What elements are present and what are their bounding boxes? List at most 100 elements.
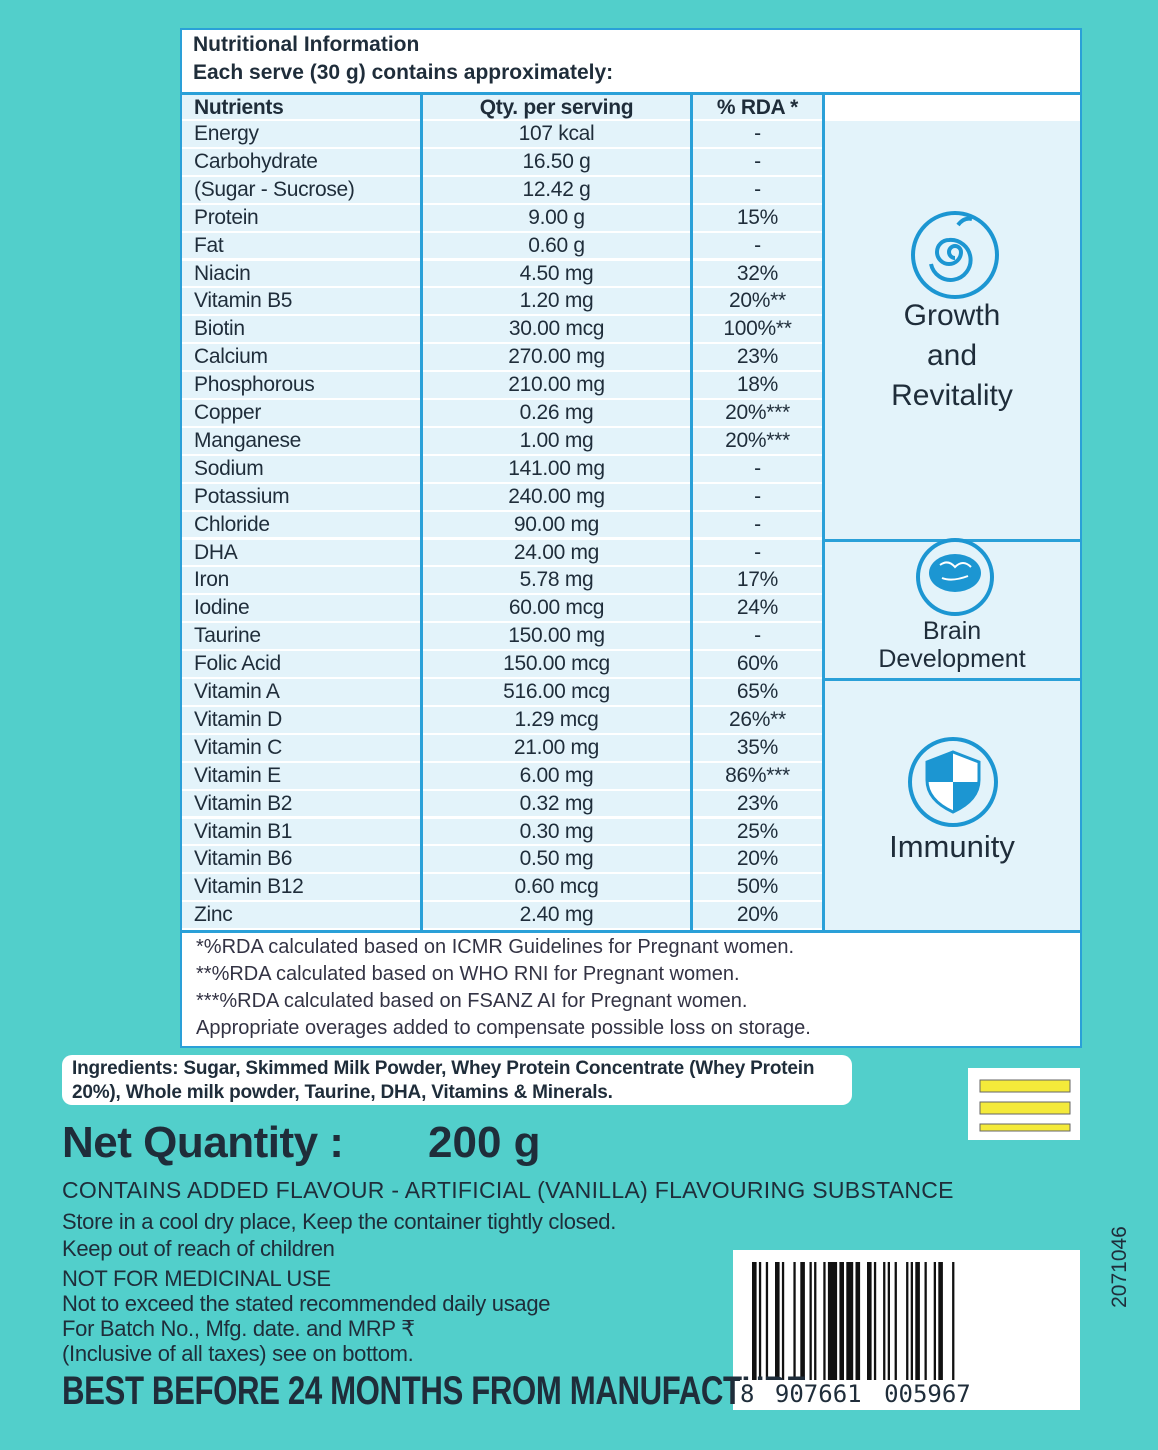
bar-stripe — [873, 1262, 877, 1380]
bar-stripe — [827, 1262, 838, 1380]
group-label-line: Growth — [903, 299, 1001, 332]
nutrient-name: Carbohydrate — [182, 148, 420, 177]
cell-value: 240.00 mg — [423, 483, 690, 512]
cell-value: 150.00 mcg — [423, 651, 690, 679]
yellow-mark — [968, 1068, 1080, 1140]
bar-stripe — [781, 1262, 785, 1380]
cell-value: 20%** — [693, 288, 822, 317]
bar-stripe — [952, 1262, 955, 1380]
nutrient-name: Iron — [182, 567, 420, 596]
group-label-line: Immunity — [889, 829, 1015, 864]
group-panel — [825, 121, 1080, 540]
storage-line: Keep out of reach of children — [62, 1236, 335, 1261]
barcode-digits: 8 907661 005967 — [740, 1380, 971, 1408]
cell-value: 30.00 mcg — [423, 316, 690, 345]
cell-value: 16.50 g — [423, 148, 690, 177]
cell-value: 0.50 mg — [423, 846, 690, 875]
nutrient-name: Protein — [182, 204, 420, 233]
cell-value: 20% — [693, 902, 822, 931]
group-label-line: and — [926, 339, 978, 372]
nutrient-name: Fat — [182, 232, 420, 261]
footnote: **%RDA calculated based on WHO RNI for P… — [196, 963, 740, 986]
bar-stripe — [765, 1262, 769, 1380]
bar-stripe — [775, 1262, 780, 1380]
nutrient-name: Folic Acid — [182, 651, 420, 679]
group-label-line: Development — [878, 645, 1026, 673]
storage-line: NOT FOR MEDICINAL USE — [62, 1266, 331, 1291]
cell-value: 25% — [693, 818, 822, 847]
bar-stripe — [814, 1262, 817, 1380]
cell-value: 1.20 mg — [423, 288, 690, 317]
nutrient-name: Vitamin B12 — [182, 874, 420, 903]
brain-icon — [916, 538, 994, 616]
cell-value: 12.42 g — [423, 176, 690, 205]
nutrient-name: (Sugar - Sucrose) — [182, 176, 420, 205]
column-header: Qty. per serving — [423, 95, 690, 121]
bar-stripe — [933, 1262, 936, 1380]
nutrient-name: Vitamin E — [182, 762, 420, 791]
nutrient-name: Taurine — [182, 623, 420, 652]
bar-stripe — [855, 1262, 861, 1380]
nutrient-name: Potassium — [182, 483, 420, 512]
nutrient-name: Sodium — [182, 455, 420, 484]
nutrient-name: Phosphorous — [182, 372, 420, 400]
column-header: % RDA * — [693, 95, 822, 121]
bar-stripe — [915, 1262, 920, 1380]
cell-value: - — [693, 511, 822, 540]
net-quantity-label: Net Quantity : — [62, 1118, 344, 1167]
nutrient-name: Energy — [182, 121, 420, 149]
cell-value: 100%** — [693, 316, 822, 345]
group-label: Brain Development — [824, 617, 1080, 673]
storage-line: (Inclusive of all taxes) see on bottom. — [62, 1341, 414, 1366]
cell-value: 86%*** — [693, 762, 822, 791]
cell-value: 4.50 mg — [423, 260, 690, 289]
bar-stripe — [924, 1262, 927, 1380]
bar-stripe — [823, 1262, 826, 1380]
cell-value: 15% — [693, 204, 822, 233]
cell-value: 0.60 mcg — [423, 874, 690, 903]
cell-value: 24.00 mg — [423, 539, 690, 568]
cell-value: 0.30 mg — [423, 818, 690, 847]
cell-value: 516.00 mcg — [423, 679, 690, 707]
barcode-digit-group: 8 — [740, 1380, 755, 1408]
cell-value: - — [693, 176, 822, 205]
bar-stripe — [883, 1262, 886, 1380]
cell-value: - — [693, 483, 822, 512]
group-divider — [824, 678, 1080, 681]
footnote: Appropriate overages added to compensate… — [196, 1017, 811, 1040]
cell-value: 26%** — [693, 706, 822, 735]
nutrient-name: Vitamin C — [182, 734, 420, 763]
table-line — [182, 930, 1080, 934]
nutrient-name: Manganese — [182, 427, 420, 456]
cell-value: 24% — [693, 595, 822, 624]
cell-value: 2.40 mg — [423, 902, 690, 931]
cell-value: 0.60 g — [423, 232, 690, 261]
bar-stripe — [839, 1262, 844, 1380]
barcode-digit-group: 005967 — [884, 1380, 971, 1408]
column-line — [420, 92, 423, 931]
nutrient-name: Vitamin B5 — [182, 288, 420, 317]
cell-value: 107 kcal — [423, 121, 690, 149]
bar-stripe — [910, 1262, 913, 1380]
bar-stripe — [800, 1262, 805, 1380]
cell-value: 270.00 mg — [423, 344, 690, 373]
growth-icon — [911, 211, 999, 299]
bar-stripe — [809, 1262, 812, 1380]
column-line — [690, 92, 693, 931]
nutrient-name: DHA — [182, 539, 420, 568]
cell-value: 20%*** — [693, 400, 822, 428]
group-label-line: Brain — [922, 617, 982, 645]
cell-value: - — [693, 121, 822, 149]
cell-value: 17% — [693, 567, 822, 596]
storage-line: Not to exceed the stated recommended dai… — [62, 1291, 551, 1316]
bar-stripe — [906, 1262, 909, 1380]
cell-value: 141.00 mg — [423, 455, 690, 484]
nutrient-name: Vitamin B2 — [182, 790, 420, 819]
footnote: *%RDA calculated based on ICMR Guideline… — [196, 936, 795, 959]
flavour: CONTAINS ADDED FLAVOUR - ARTIFICIAL (VAN… — [62, 1177, 954, 1203]
cell-value: 20%*** — [693, 427, 822, 456]
code: 2071046 — [1108, 1226, 1131, 1308]
cell-value: - — [693, 232, 822, 261]
cell-value: 1.29 mcg — [423, 706, 690, 735]
